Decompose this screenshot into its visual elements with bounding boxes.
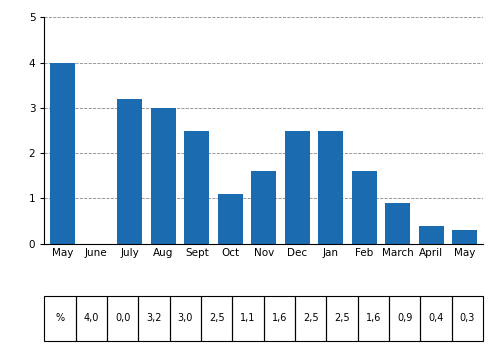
Text: 4,0: 4,0 — [84, 314, 99, 323]
Bar — [421, 296, 452, 341]
Text: 1,6: 1,6 — [366, 314, 381, 323]
Bar — [50, 63, 75, 244]
Bar — [452, 230, 477, 244]
Bar — [218, 194, 243, 244]
Bar — [326, 296, 358, 341]
Bar — [419, 226, 444, 244]
Text: 0,9: 0,9 — [397, 314, 413, 323]
Bar — [251, 171, 276, 244]
Bar — [184, 130, 210, 244]
Bar — [295, 296, 326, 341]
Bar — [107, 296, 139, 341]
Bar — [318, 130, 343, 244]
Text: 2,5: 2,5 — [209, 314, 224, 323]
Bar — [76, 296, 107, 341]
Bar — [452, 296, 483, 341]
Bar — [44, 296, 76, 341]
Bar — [385, 203, 410, 244]
Text: 1,6: 1,6 — [272, 314, 287, 323]
Bar — [352, 171, 377, 244]
Bar — [232, 296, 264, 341]
Bar — [284, 130, 310, 244]
Text: 0,4: 0,4 — [428, 314, 444, 323]
Text: 0,3: 0,3 — [460, 314, 475, 323]
Bar — [151, 108, 176, 244]
Text: 3,0: 3,0 — [177, 314, 193, 323]
Text: 1,1: 1,1 — [241, 314, 256, 323]
Bar — [264, 296, 295, 341]
Text: 3,2: 3,2 — [146, 314, 162, 323]
Text: %: % — [56, 314, 65, 323]
Bar — [389, 296, 421, 341]
Text: 2,5: 2,5 — [303, 314, 318, 323]
Bar — [117, 99, 142, 244]
Bar — [170, 296, 201, 341]
Text: 0,0: 0,0 — [115, 314, 131, 323]
Bar — [358, 296, 389, 341]
Bar — [201, 296, 232, 341]
Bar — [139, 296, 170, 341]
Text: 2,5: 2,5 — [334, 314, 350, 323]
